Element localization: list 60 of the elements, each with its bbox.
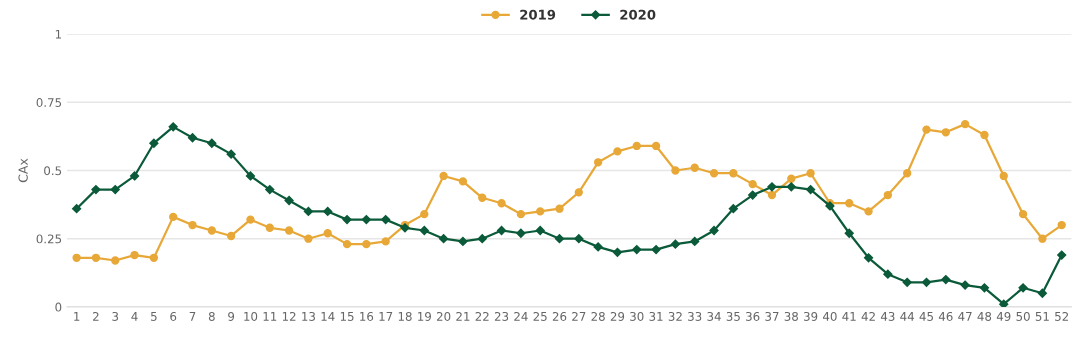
x-tick-label: 30 bbox=[630, 311, 644, 321]
x-tick-label: 16 bbox=[360, 311, 374, 321]
x-tick-label: 7 bbox=[189, 312, 196, 321]
x-tick-label: 27 bbox=[572, 311, 586, 321]
x-tick-label: 15 bbox=[340, 312, 354, 321]
x-tick-label: 19 bbox=[418, 311, 431, 321]
x-tick-label: 44 bbox=[900, 312, 915, 321]
x-tick-label: 18 bbox=[398, 311, 412, 321]
y-tick-label: 0.5 bbox=[44, 166, 62, 176]
legend-label: 2020 bbox=[620, 9, 656, 20]
x-tick-label: 4 bbox=[131, 312, 138, 321]
x-tick-label: 52 bbox=[1055, 311, 1069, 321]
x-tick-label: 47 bbox=[958, 312, 972, 321]
x-tick-label: 20 bbox=[436, 311, 451, 321]
x-tick-label: 1 bbox=[74, 312, 80, 321]
x-tick-label: 35 bbox=[726, 311, 740, 321]
x-tick-label: 26 bbox=[552, 311, 567, 321]
x-tick-label: 2 bbox=[93, 311, 99, 321]
x-tick-label: 39 bbox=[803, 311, 818, 321]
x-tick-label: 49 bbox=[996, 311, 1011, 321]
x-tick-label: 45 bbox=[919, 312, 933, 321]
x-tick-label: 22 bbox=[475, 311, 489, 321]
x-tick-label: 42 bbox=[861, 311, 875, 321]
x-tick-label: 12 bbox=[282, 311, 296, 321]
y-tick-label: 0 bbox=[55, 302, 62, 312]
x-tick-label: 24 bbox=[514, 311, 528, 321]
x-tick-label: 34 bbox=[707, 311, 721, 321]
x-tick-label: 46 bbox=[938, 311, 953, 321]
x-tick-label: 5 bbox=[151, 312, 157, 321]
x-tick-label: 13 bbox=[302, 311, 315, 321]
x-tick-label: 36 bbox=[746, 311, 760, 321]
x-tick-label: 21 bbox=[456, 311, 470, 321]
x-tick-label: 31 bbox=[649, 311, 663, 321]
x-tick-label: 51 bbox=[1035, 312, 1049, 321]
x-tick-label: 32 bbox=[668, 311, 682, 321]
x-tick-label: 17 bbox=[379, 312, 393, 321]
y-tick-label: 0.25 bbox=[36, 234, 62, 244]
x-tick-label: 37 bbox=[765, 311, 779, 321]
x-tick-label: 11 bbox=[263, 312, 277, 321]
legend-label: 2019 bbox=[520, 9, 556, 20]
x-tick-label: 43 bbox=[880, 311, 895, 321]
y-tick-label: 0.75 bbox=[36, 98, 62, 107]
x-tick-label: 48 bbox=[977, 311, 992, 321]
x-tick-label: 25 bbox=[533, 311, 547, 321]
x-tick-label: 23 bbox=[494, 311, 509, 321]
x-tick-label: 38 bbox=[784, 311, 798, 321]
x-tick-label: 6 bbox=[170, 311, 177, 321]
x-tick-label: 40 bbox=[822, 311, 837, 321]
x-tick-label: 41 bbox=[842, 312, 856, 321]
x-tick-label: 9 bbox=[228, 311, 235, 321]
x-tick-label: 3 bbox=[112, 311, 119, 321]
y-axis-title: CAx bbox=[18, 158, 28, 183]
x-tick-label: 33 bbox=[688, 311, 702, 321]
x-tick-label: 10 bbox=[244, 311, 258, 321]
y-tick-label: 1 bbox=[55, 29, 62, 39]
x-tick-label: 29 bbox=[610, 311, 625, 321]
x-tick-label: 50 bbox=[1016, 311, 1030, 321]
x-tick-label: 28 bbox=[591, 311, 605, 321]
x-tick-label: 14 bbox=[321, 312, 335, 321]
x-tick-label: 8 bbox=[208, 311, 215, 321]
